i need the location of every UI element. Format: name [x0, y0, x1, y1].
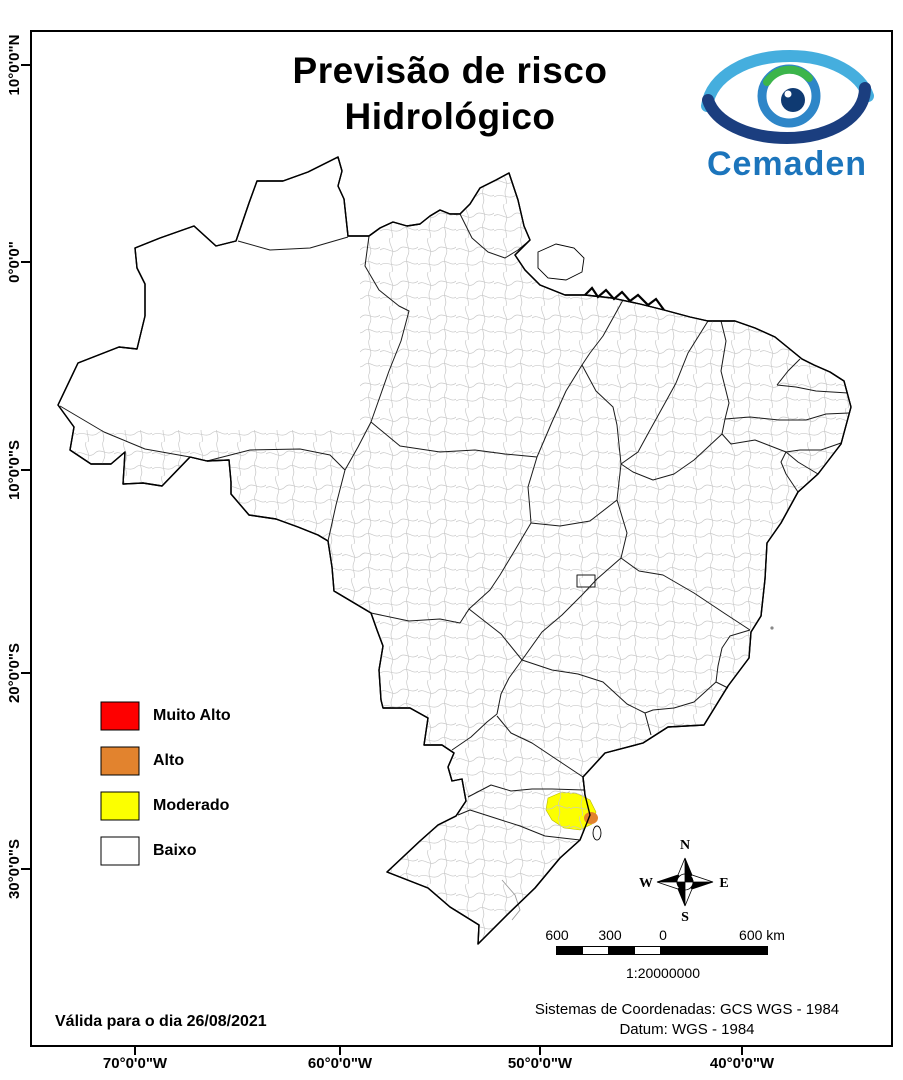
lon-label-40w: 40°0'0"W: [709, 1055, 775, 1072]
legend-label-baixo: Baixo: [153, 842, 197, 859]
title-line-2: Hidrológico: [344, 96, 556, 138]
map-frame: [30, 30, 893, 1047]
scale-block: [608, 946, 635, 955]
florianopolis-island: [592, 825, 602, 841]
scale-tick-600-left: 600: [545, 927, 569, 943]
scale-block: [660, 946, 768, 955]
lat-tick: [21, 261, 30, 263]
jagged-ne-coast: [584, 286, 665, 311]
lat-tick: [21, 868, 30, 870]
scale-tick-0: 0: [659, 927, 667, 943]
legend-swatch-baixo: [100, 836, 140, 866]
lat-tick: [21, 672, 30, 674]
lon-label-70w: 70°0'0"W: [102, 1055, 168, 1072]
scale-block: [582, 946, 609, 955]
cemaden-logo: Cemaden: [701, 49, 874, 183]
legend-label-moderado: Moderado: [153, 797, 230, 814]
patos-lagoon: [501, 879, 521, 921]
scale-tick-600-right: 600 km: [739, 927, 785, 943]
legend-label-alto: Alto: [153, 752, 185, 769]
scale-bar-blocks: [556, 946, 768, 955]
scale-block: [634, 946, 661, 955]
page-title: Previsão de risco Hidrológico: [225, 48, 675, 141]
lon-label-60w: 60°0'0"W: [307, 1055, 373, 1072]
legend-swatch-alto: [100, 746, 140, 776]
scale-tick-300: 300: [598, 927, 622, 943]
marajo-island: [537, 243, 585, 281]
abrolhos-islet: [770, 626, 774, 630]
legend-swatch-moderado: [100, 791, 140, 821]
risk-legend: Muito Alto Alto Moderado Baixo: [100, 701, 231, 881]
compass-n-label: N: [680, 838, 690, 853]
cemaden-wordmark: Cemaden: [707, 145, 867, 183]
lat-label-0: 0°0'0": [6, 241, 23, 283]
coordinate-system-block: Sistemas de Coordenadas: GCS WGS - 1984 …: [487, 1000, 887, 1041]
legend-item-baixo: Baixo: [100, 836, 231, 866]
lat-label-20s: 20°0'0"S: [6, 642, 23, 704]
lat-tick: [21, 469, 30, 471]
legend-item-alto: Alto: [100, 746, 231, 776]
lon-tick: [539, 1046, 541, 1055]
lat-label-30s: 30°0'0"S: [6, 838, 23, 900]
coordinate-system: Sistemas de Coordenadas: GCS WGS - 1984: [534, 1001, 840, 1018]
compass-e-label: E: [719, 876, 728, 891]
brazil-outline-stroke: [57, 156, 852, 945]
compass-s-label: S: [681, 910, 689, 924]
compass-rose: N E S W: [639, 838, 729, 924]
state-borders: [59, 213, 850, 841]
lat-label-10n: 10°0'0"N: [6, 34, 23, 96]
lat-label-10s: 10°0'0"S: [6, 439, 23, 501]
legend-swatch-muito-alto: [100, 701, 140, 731]
lon-tick: [339, 1046, 341, 1055]
compass-w-label: W: [639, 876, 653, 891]
title-line-1: Previsão de risco: [292, 50, 608, 91]
scale-block: [556, 946, 583, 955]
legend-item-moderado: Moderado: [100, 791, 231, 821]
datum: Datum: WGS - 1984: [619, 1021, 755, 1039]
lon-tick: [741, 1046, 743, 1055]
legend-label-muito-alto: Muito Alto: [153, 707, 231, 724]
validity-date: Válida para o dia 26/08/2021: [55, 1013, 267, 1030]
lon-label-50w: 50°0'0"W: [507, 1055, 573, 1072]
lat-tick: [21, 64, 30, 66]
legend-item-muito-alto: Muito Alto: [100, 701, 231, 731]
eye-icon: [701, 49, 874, 145]
scale-ratio: 1:20000000: [626, 965, 700, 981]
scale-bar: 600 300 0 600 km 1:20000000: [540, 927, 800, 989]
compass-star-icon: [656, 857, 714, 907]
lon-tick: [134, 1046, 136, 1055]
